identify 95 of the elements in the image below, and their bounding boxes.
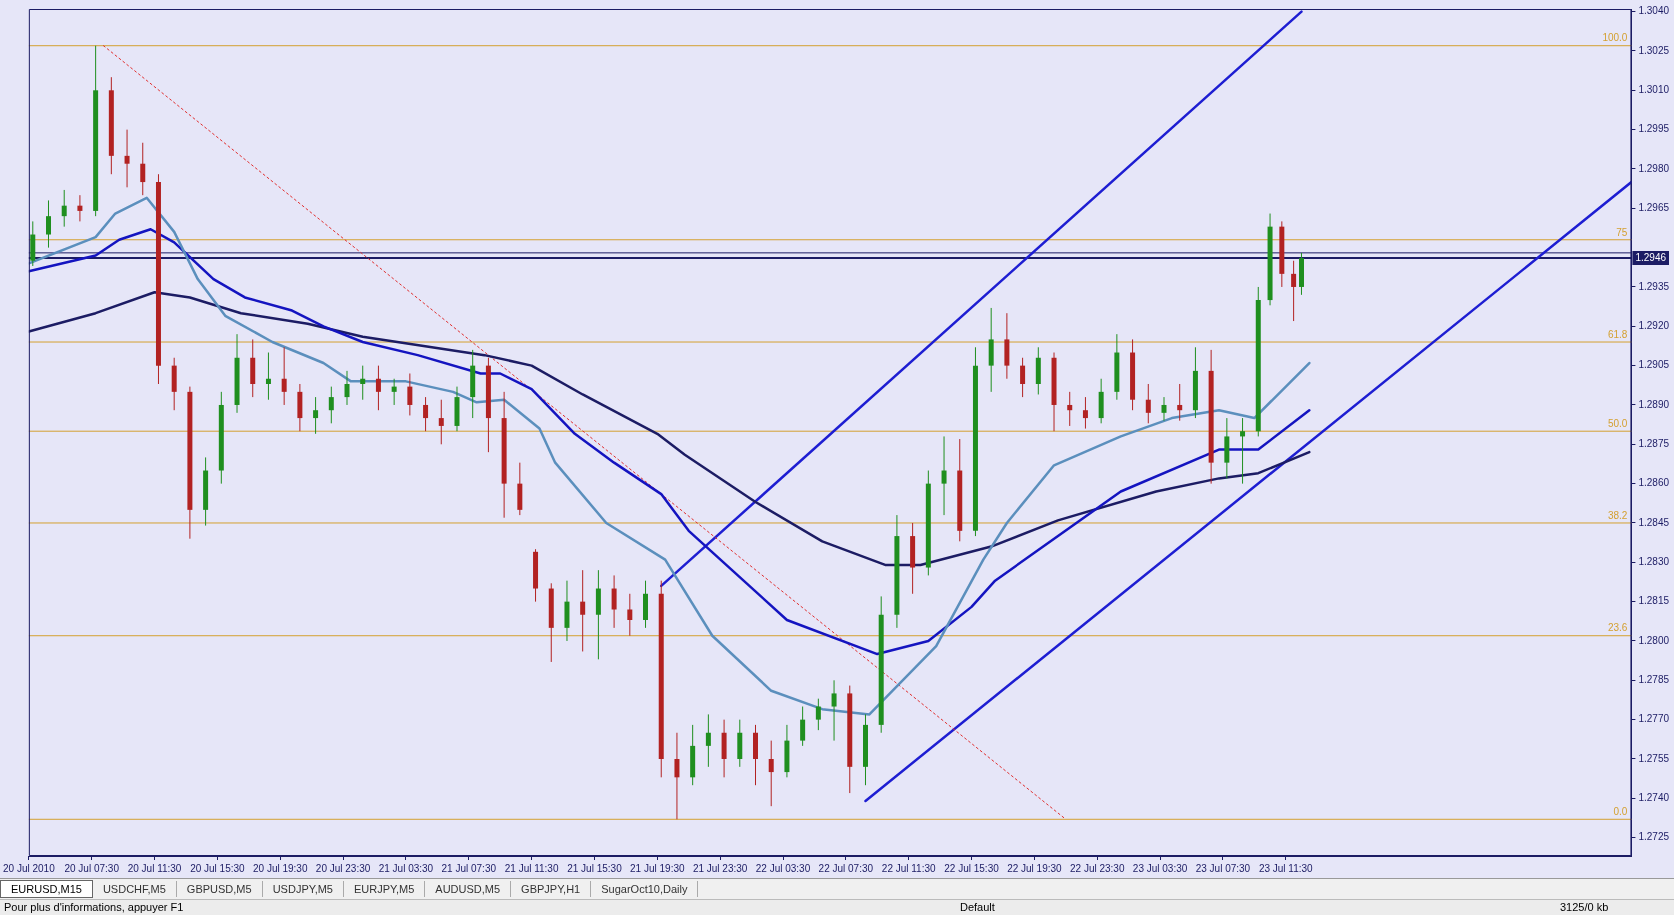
y-tick-label: 1.2860 [1638, 477, 1670, 489]
candlestick [1161, 396, 1167, 422]
candlestick [140, 142, 146, 196]
y-tick-label: 1.2800 [1638, 634, 1670, 646]
text: GBPJPY,H1 [511, 881, 592, 897]
candlestick [768, 740, 774, 807]
y-tick-label: 1.2785 [1638, 674, 1670, 686]
candlestick [391, 378, 397, 406]
y-tick-label: 1.2740 [1638, 792, 1670, 804]
y-tick-label: 1.2890 [1638, 398, 1670, 410]
y-tick-label: 1.2755 [1638, 752, 1670, 764]
candlestick [1067, 391, 1073, 427]
candlestick [61, 189, 67, 228]
text: USDJPY,M5 [262, 881, 344, 897]
annotation: 50.0 [1607, 417, 1628, 429]
y-tick-label: 1.3040 [1638, 5, 1670, 17]
text: GBPUSD,M5 [176, 881, 263, 897]
candlestick [45, 199, 51, 249]
x-tick-label: 21 Jul 15:30 [567, 862, 623, 874]
candlestick [800, 706, 806, 747]
y-tick-label: 1.3010 [1638, 84, 1670, 96]
y-tick-label: 1.2845 [1638, 516, 1670, 528]
annotation: 100.0 [1602, 32, 1628, 44]
candlestick [580, 569, 586, 652]
candlestick [831, 679, 837, 742]
candlestick [611, 574, 617, 629]
x-tick-label: 20 Jul 11:30 [127, 862, 182, 874]
y-tick-label: 1.2770 [1638, 713, 1670, 725]
text: 3125/0 kb [1560, 901, 1609, 913]
annotation: 38.2 [1607, 509, 1628, 521]
annotation: 75 [1616, 226, 1628, 238]
candlestick [815, 698, 821, 731]
x-tick-label: 20 Jul 23:30 [315, 862, 371, 874]
x-tick-label: 22 Jul 19:30 [1007, 862, 1063, 874]
text: USDCHF,M5 [92, 881, 177, 897]
text: AUDUSD,M5 [425, 881, 512, 897]
candlestick [407, 373, 413, 416]
x-tick-label: 23 Jul 11:30 [1258, 862, 1314, 874]
y-tick-label: 1.2980 [1638, 162, 1670, 174]
candlestick [77, 194, 83, 222]
x-tick-label: 21 Jul 23:30 [692, 862, 748, 874]
y-tick-label: 1.2905 [1638, 359, 1670, 371]
candlestick [674, 732, 680, 820]
y-tick-label: 1.2830 [1638, 556, 1670, 568]
x-tick-label: 23 Jul 03:30 [1132, 862, 1188, 874]
candlestick [423, 396, 429, 432]
x-tick-label: 21 Jul 03:30 [378, 862, 434, 874]
x-tick-label: 21 Jul 07:30 [441, 862, 497, 874]
ref-line-label: 1.2946 [1635, 251, 1667, 263]
candlestick [705, 713, 711, 768]
text: EURJPY,M5 [343, 881, 426, 897]
candlestick [941, 435, 947, 516]
y-tick-label: 1.2920 [1638, 320, 1670, 332]
x-tick-label: 20 Jul 2010 [3, 862, 56, 874]
x-tick-label: 20 Jul 07:30 [64, 862, 120, 874]
y-tick-label: 1.2995 [1638, 123, 1670, 135]
annotation: 61.8 [1607, 328, 1628, 340]
x-tick-label: 23 Jul 07:30 [1195, 862, 1251, 874]
candlestick [1177, 383, 1183, 422]
candlestick [1145, 383, 1151, 424]
candlestick [627, 593, 633, 637]
x-tick-label: 22 Jul 15:30 [944, 862, 1000, 874]
x-tick-label: 22 Jul 23:30 [1069, 862, 1125, 874]
x-tick-label: 22 Jul 11:30 [881, 862, 936, 874]
text: Pour plus d'informations, appuyer F1 [4, 901, 184, 913]
candlestick [438, 399, 444, 445]
candlestick [328, 386, 334, 424]
y-tick-label: 1.2965 [1638, 202, 1670, 214]
candlestick [313, 396, 319, 435]
y-tick-label: 1.3025 [1638, 44, 1670, 56]
candlestick [1291, 260, 1297, 322]
text: EURUSD,M15 [0, 880, 93, 898]
x-tick-label: 20 Jul 19:30 [252, 862, 308, 874]
text: Default [960, 901, 995, 913]
annotation: 23.6 [1607, 622, 1628, 634]
candlestick [265, 352, 271, 401]
x-tick-label: 20 Jul 15:30 [190, 862, 246, 874]
candlestick [1240, 417, 1246, 485]
candlestick [124, 129, 130, 188]
candlestick [375, 365, 381, 411]
y-tick-label: 1.2935 [1638, 280, 1670, 292]
candlestick [1020, 357, 1026, 398]
x-tick-label: 22 Jul 07:30 [818, 862, 874, 874]
x-tick-label: 22 Jul 03:30 [755, 862, 811, 874]
y-tick-label: 1.2815 [1638, 595, 1670, 607]
x-tick-label: 21 Jul 19:30 [630, 862, 685, 874]
candlestick [344, 370, 350, 406]
annotation: 0.0 [1613, 806, 1628, 818]
candlestick [281, 346, 287, 406]
x-tick-label: 21 Jul 11:30 [504, 862, 559, 874]
text: SugarOct10,Daily [591, 881, 699, 897]
candlestick [1082, 396, 1088, 430]
y-tick-label: 1.2875 [1638, 438, 1670, 450]
candlestick [360, 365, 366, 401]
y-tick-label: 1.2725 [1638, 831, 1670, 843]
